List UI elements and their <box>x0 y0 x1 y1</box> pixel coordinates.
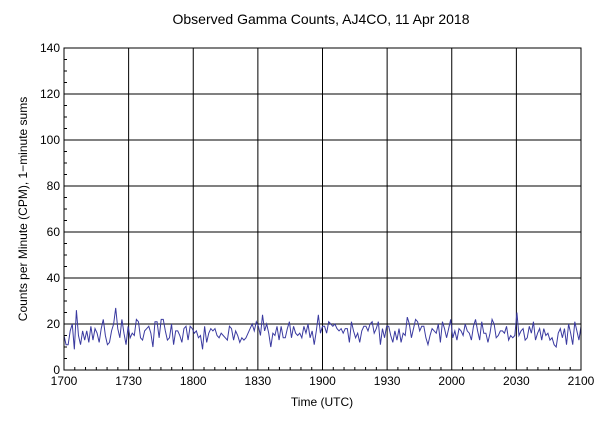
x-tick-label: 1930 <box>374 374 401 388</box>
y-tick-label: 40 <box>47 271 61 285</box>
x-tick-label: 1730 <box>115 374 142 388</box>
x-tick-label: 2030 <box>503 374 530 388</box>
x-tick-label: 2100 <box>568 374 595 388</box>
y-tick-label: 0 <box>53 363 60 377</box>
x-tick-label: 1800 <box>180 374 207 388</box>
chart-title: Observed Gamma Counts, AJ4CO, 11 Apr 201… <box>172 11 469 27</box>
series-line <box>63 307 582 350</box>
y-tick-label: 80 <box>47 179 61 193</box>
x-tick-label: 1900 <box>309 374 336 388</box>
y-tick-label: 140 <box>40 41 60 55</box>
y-tick-label: 60 <box>47 225 61 239</box>
plot-frame <box>63 47 582 371</box>
y-axis-label: Counts per Minute (CPM), 1−minute sums <box>16 97 30 321</box>
x-tick-label: 1700 <box>51 374 78 388</box>
y-tick-label: 120 <box>40 87 60 101</box>
x-axis-tick-labels: 1700 1730 1800 1830 1900 1930 2000 2030 2100 <box>51 374 595 388</box>
x-tick-label: 2000 <box>438 374 465 388</box>
x-tick-label: 1830 <box>245 374 272 388</box>
y-axis-tick-labels: 0 20 40 60 80 100 120 140 <box>40 41 60 377</box>
x-axis-label: Time (UTC) <box>291 395 353 409</box>
y-tick-label: 20 <box>47 317 61 331</box>
y-tick-label: 100 <box>40 133 60 147</box>
grid <box>64 48 581 370</box>
